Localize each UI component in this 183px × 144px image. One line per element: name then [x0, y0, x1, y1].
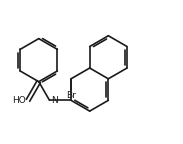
- Text: N: N: [51, 96, 58, 105]
- Text: HO: HO: [12, 96, 26, 105]
- Text: Br: Br: [66, 91, 76, 100]
